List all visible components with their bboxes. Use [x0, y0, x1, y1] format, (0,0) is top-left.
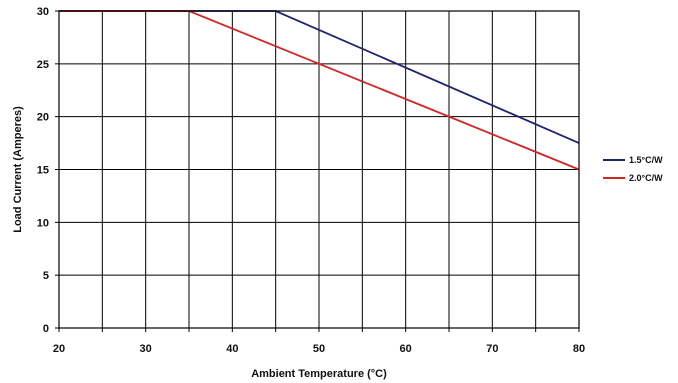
x-tick-label: 80 [573, 343, 585, 355]
x-tick-label: 50 [313, 343, 325, 355]
y-tick-label: 0 [43, 323, 49, 335]
x-tick-label: 70 [486, 343, 498, 355]
x-tick-label: 40 [226, 343, 238, 355]
legend-label: 1.5°C/W [629, 155, 663, 165]
legend: 1.5°C/W 2.0°C/W [603, 155, 663, 183]
x-tick-label: 20 [53, 343, 65, 355]
y-tick-label: 20 [37, 112, 49, 124]
x-tick-label: 30 [140, 343, 152, 355]
x-tick-label: 60 [400, 343, 412, 355]
y-tick-label: 25 [37, 59, 49, 71]
y-tick-label: 5 [43, 270, 49, 282]
y-tick-label: 30 [37, 6, 49, 18]
x-axis-ticks: 20 30 40 50 60 70 80 [53, 328, 585, 355]
y-axis-ticks: 0 5 10 15 20 25 30 [37, 6, 59, 335]
grid [59, 11, 579, 328]
y-tick-label: 15 [37, 165, 49, 177]
y-axis-title: Load Current (Amperes) [12, 106, 24, 233]
x-axis-title: Ambient Temperature (°C) [251, 368, 387, 380]
legend-label: 2.0°C/W [629, 173, 663, 183]
y-tick-label: 10 [37, 217, 49, 229]
